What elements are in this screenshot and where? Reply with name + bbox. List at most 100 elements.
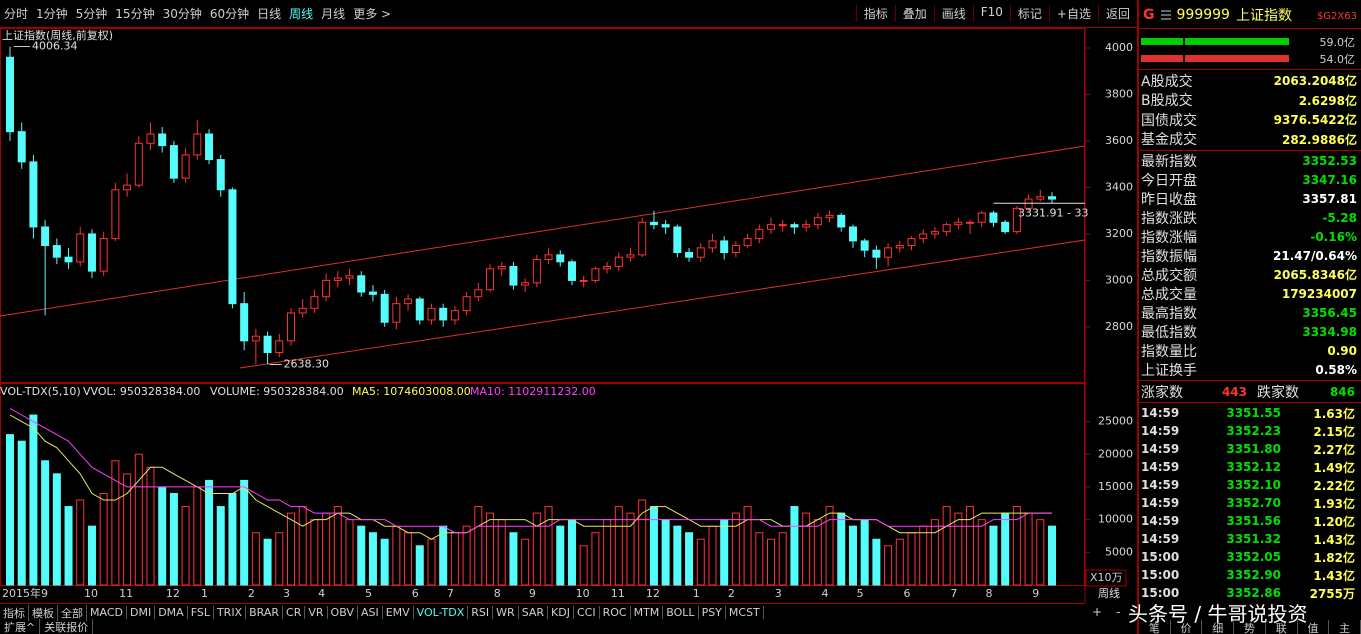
tick-row: 15:00 3352.05 1.82亿 — [1141, 548, 1355, 566]
panel-tab[interactable]: 细 — [1202, 620, 1235, 634]
candle-body — [860, 240, 869, 251]
y-tick-label: 5000 — [1105, 545, 1133, 558]
tool-button[interactable]: 标记 — [1009, 5, 1049, 22]
indicator-tab[interactable]: MCST — [726, 606, 764, 619]
indicator-tab[interactable]: OBV — [328, 606, 358, 619]
volume-bar — [872, 538, 881, 586]
candle-body — [275, 340, 284, 353]
footer-tab[interactable]: 关联报价 — [40, 619, 94, 634]
tool-buttons: 指标 叠加 画线 F10 标记 +自选 返回 — [855, 5, 1137, 22]
code: 999999 — [1176, 7, 1230, 23]
indicator-tab[interactable]: PSY — [699, 606, 726, 619]
volume-bar — [415, 545, 424, 586]
tool-button[interactable]: +自选 — [1048, 5, 1098, 22]
indicator-tab[interactable]: DMA — [155, 606, 188, 619]
indicator-tab[interactable]: EMV — [383, 606, 414, 619]
panel-tab[interactable]: 价 — [1171, 620, 1203, 634]
period-tab[interactable]: 1分钟 — [36, 7, 68, 21]
tick-row: 14:59 3352.10 2.22亿 — [1141, 476, 1355, 494]
tool-button[interactable]: F10 — [972, 5, 1010, 22]
indicator-tab[interactable]: WR — [493, 606, 519, 619]
period-tab[interactable]: 30分钟 — [162, 7, 202, 21]
tool-button[interactable]: 画线 — [933, 5, 973, 22]
x-tick-label: 11 — [119, 587, 133, 600]
volume-bar — [532, 512, 541, 586]
candle-body — [1048, 196, 1056, 200]
indicator-tab[interactable]: 全部 — [58, 604, 87, 621]
indicator-tab[interactable]: BRAR — [246, 606, 284, 619]
indicator-tab[interactable]: 指标 — [0, 604, 29, 621]
indicator-tab[interactable]: ROC — [600, 606, 631, 619]
candle-body — [427, 307, 436, 321]
volume-bar — [802, 512, 811, 586]
indicator-tab[interactable]: VOL-TDX — [414, 606, 469, 619]
menu-icon — [1160, 10, 1171, 20]
zoom-button[interactable]: + — [1092, 605, 1103, 619]
row-label: 指数量比 — [1141, 343, 1197, 360]
period-tab[interactable]: 15分钟 — [115, 7, 155, 21]
zoom-button[interactable]: - — [1116, 605, 1121, 619]
indicator-tab[interactable]: SAR — [519, 606, 549, 619]
indicator-tab[interactable]: DMI — [127, 606, 156, 619]
tool-button[interactable]: 返回 — [1097, 5, 1137, 22]
period-tab[interactable]: 日线 — [257, 7, 282, 21]
x-tick-label: 9 — [1032, 587, 1039, 600]
panel-tab[interactable]: 值 — [1298, 620, 1330, 634]
candle-body — [556, 254, 565, 263]
panel-tab[interactable]: 主 — [1329, 620, 1361, 634]
indicator-tab[interactable]: CR — [283, 606, 306, 619]
row-label: 上证换手 — [1141, 362, 1197, 379]
footer-tab[interactable]: 扩展^ — [0, 619, 41, 634]
candle-body — [954, 221, 963, 226]
period-tab[interactable]: 60分钟 — [209, 7, 250, 21]
indicator-tab[interactable]: 模板 — [29, 604, 58, 621]
tool-button[interactable]: 指标 — [855, 5, 895, 22]
candle-body — [310, 296, 319, 309]
tool-button[interactable]: 叠加 — [894, 5, 934, 22]
volume-bar — [954, 512, 963, 586]
candle-body — [778, 224, 787, 227]
panel-tab[interactable]: 笔 — [1139, 620, 1171, 634]
volume-bar — [439, 525, 448, 586]
volume-bar — [1036, 519, 1045, 586]
period-tab[interactable]: 分时 — [4, 7, 29, 21]
indicator-tab[interactable]: RSI — [468, 606, 494, 619]
indicator-tab[interactable]: TRIX — [214, 606, 247, 619]
indicator-tab[interactable]: FSL — [188, 606, 214, 619]
indicator-tab[interactable]: MTM — [631, 606, 664, 619]
x-tick-label: 8 — [985, 587, 992, 600]
volume-bar — [567, 519, 576, 586]
tick-time: 14:59 — [1141, 496, 1180, 510]
period-tab[interactable]: 更多 > — [353, 7, 392, 21]
period-tab[interactable]: 周线 — [289, 7, 314, 21]
stat-row: 上证换手 0.58% — [1141, 360, 1357, 379]
x-tick-label: 10 — [84, 587, 98, 600]
volume-bar — [556, 525, 565, 586]
volume-bar — [380, 538, 389, 586]
quote-header: G 999999 上证指数 — [1143, 5, 1292, 25]
tick-time: 14:59 — [1141, 424, 1180, 438]
panel-tab[interactable]: 联 — [1266, 620, 1298, 634]
indicator-tab[interactable]: BOLL — [663, 606, 699, 619]
down-count: 846 — [1329, 385, 1355, 399]
candle-body — [708, 240, 717, 249]
indicator-tab[interactable]: ASI — [358, 606, 383, 619]
panel-tab[interactable]: 势 — [1234, 620, 1266, 634]
volume-bar — [942, 506, 951, 586]
candle-body — [52, 245, 61, 258]
volume-legend: MA5: 1074603008.00 — [352, 385, 471, 398]
volume-bar — [462, 525, 471, 586]
quote-panel: G 999999 上证指数 $G2X63 59.0亿 54.0亿 A股成交 2063.2048… — [1137, 0, 1361, 634]
volume-bar — [848, 525, 857, 586]
row-label: B股成交 — [1141, 93, 1193, 109]
indicator-tab[interactable]: MACD — [87, 606, 127, 619]
indicator-tab[interactable]: KDJ — [548, 606, 574, 619]
indicator-tab[interactable]: VR — [305, 606, 328, 619]
period-tab[interactable]: 月线 — [321, 7, 346, 21]
chart-title: 上证指数(周线,前复权) — [2, 28, 113, 42]
stat-row: 指数振幅 21.47/0.64% — [1141, 246, 1357, 265]
period-tab[interactable]: 5分钟 — [75, 7, 108, 21]
indicator-tab[interactable]: CCI — [574, 606, 600, 619]
volume-bar — [181, 506, 190, 586]
candle-body — [872, 249, 881, 258]
